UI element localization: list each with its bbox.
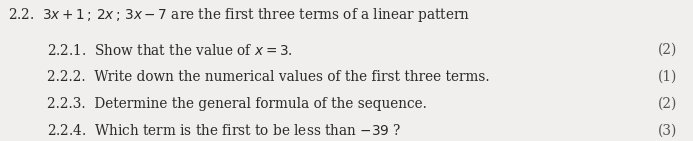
Text: 2.2.3.  Determine the general formula of the sequence.: 2.2.3. Determine the general formula of … [47, 97, 427, 111]
Text: (1): (1) [658, 70, 677, 84]
Text: (3): (3) [658, 123, 677, 137]
Text: 2.2.1.  Show that the value of $x=3$.: 2.2.1. Show that the value of $x=3$. [47, 43, 293, 58]
Text: (2): (2) [658, 43, 677, 57]
Text: 2.2.  $3x+1\,;\,2x\,;\,3x-7$ are the first three terms of a linear pattern: 2.2. $3x+1\,;\,2x\,;\,3x-7$ are the firs… [8, 6, 471, 24]
Text: 2.2.2.  Write down the numerical values of the first three terms.: 2.2.2. Write down the numerical values o… [47, 70, 490, 84]
Text: 2.2.4.  Which term is the first to be less than $-39$ ?: 2.2.4. Which term is the first to be les… [47, 123, 402, 138]
Text: (2): (2) [658, 97, 677, 111]
